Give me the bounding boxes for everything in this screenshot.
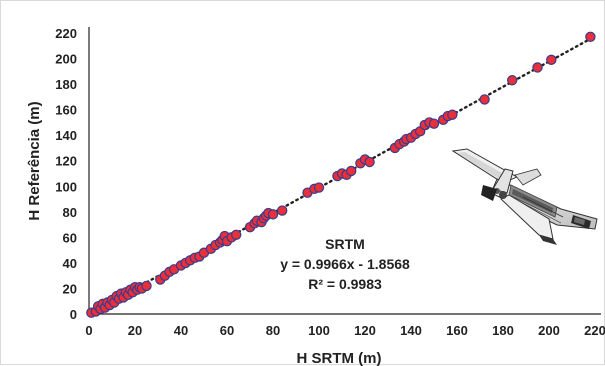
x-tick-label: 120	[354, 323, 376, 338]
trendline-label: SRTM	[325, 236, 365, 252]
x-axis-title: H SRTM (m)	[297, 350, 382, 366]
data-points	[86, 31, 596, 318]
data-point	[507, 75, 518, 86]
x-tick-label: 220	[584, 323, 605, 338]
x-tick-label: 20	[128, 323, 142, 338]
data-point	[532, 62, 543, 73]
tick-labels: 0 20 40 60 80 100 120 140 160 180 200 220 0 20 40 60 80 1…	[55, 26, 605, 338]
y-tick-label: 100	[55, 179, 77, 194]
y-tick-label: 0	[70, 307, 77, 322]
x-tick-label: 40	[174, 323, 188, 338]
trendline-equation: y = 0.9966x - 1.8568	[280, 256, 410, 272]
space-shuttle-image	[451, 148, 598, 245]
x-tick-label: 140	[400, 323, 422, 338]
data-point	[141, 280, 152, 292]
x-tick-label: 0	[85, 323, 92, 338]
y-tick-label: 120	[55, 154, 77, 169]
y-tick-label: 160	[55, 103, 77, 118]
data-point	[277, 205, 288, 216]
data-point	[313, 182, 325, 193]
data-point	[346, 165, 357, 177]
data-point	[364, 156, 375, 168]
y-tick-label: 200	[55, 52, 77, 67]
y-tick-label: 140	[55, 128, 77, 143]
y-tick-label: 20	[63, 281, 77, 296]
x-tick-label: 200	[538, 323, 560, 338]
x-tick-label: 80	[266, 323, 280, 338]
y-tick-label: 60	[63, 230, 77, 245]
data-point	[230, 229, 242, 241]
axes	[88, 27, 601, 315]
y-tick-label: 40	[63, 256, 77, 271]
x-tick-label: 180	[492, 323, 514, 338]
y-tick-label: 180	[55, 77, 77, 92]
y-tick-label: 80	[63, 205, 77, 220]
data-point	[585, 31, 596, 43]
x-tick-label: 100	[308, 323, 330, 338]
data-point	[267, 209, 279, 220]
data-point	[428, 118, 440, 129]
data-point	[479, 94, 490, 105]
y-tick-label: 220	[55, 26, 77, 41]
x-tick-label: 160	[446, 323, 468, 338]
r-squared-label: R² = 0.9983	[308, 276, 382, 292]
y-axis-title: H Referência (m)	[26, 101, 43, 220]
data-point	[546, 54, 557, 66]
data-point	[447, 109, 458, 120]
x-tick-label: 60	[220, 323, 234, 338]
